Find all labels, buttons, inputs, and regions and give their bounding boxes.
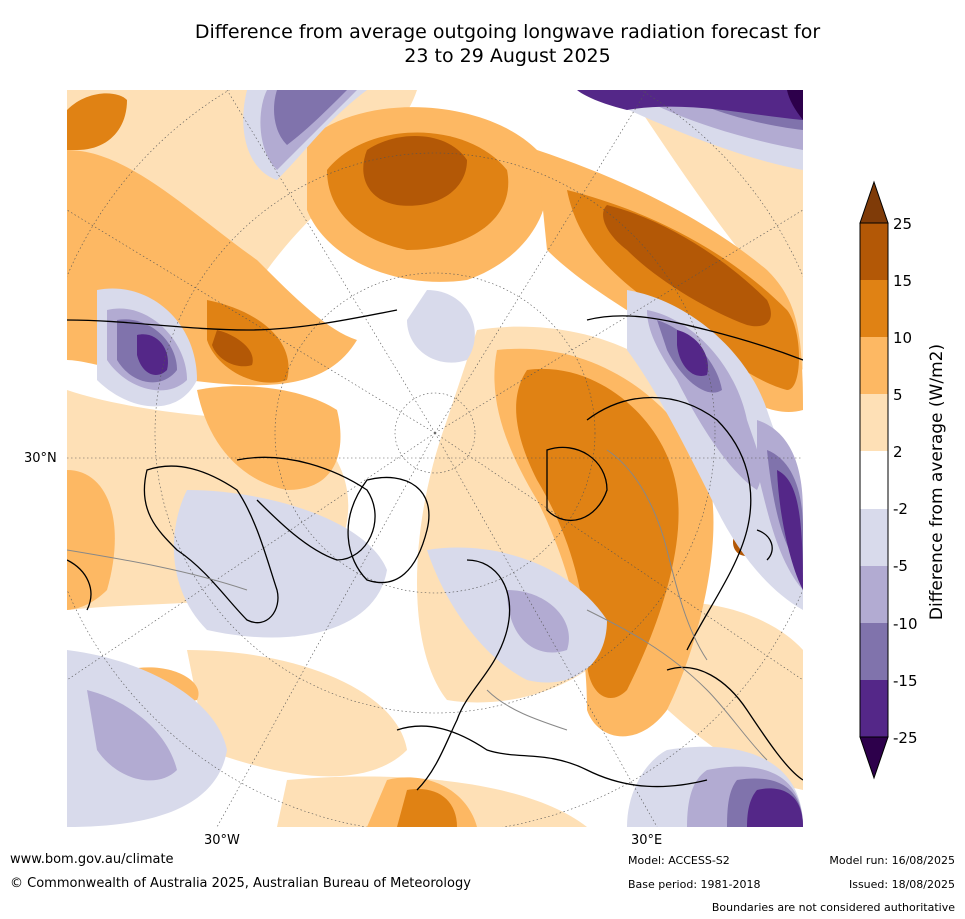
colorbar-tick-neg10: -10 <box>893 615 918 633</box>
title-line-1: Difference from average outgoing longwav… <box>194 21 821 43</box>
colorbar-label: Difference from average (W/m2) <box>927 343 947 621</box>
colorbar-tick-15: 15 <box>893 272 913 290</box>
colorbar-band-above-25 <box>859 180 889 224</box>
lon-label-30w: 30°W <box>204 833 240 848</box>
polar-anomaly-map <box>67 90 803 827</box>
footer-model: Model: ACCESS-S2 <box>628 854 730 867</box>
country-borders <box>67 449 768 761</box>
colorbar <box>859 180 889 780</box>
title-line-2: 23 to 29 August 2025 <box>404 45 611 67</box>
colorbar-band-5-10 <box>860 337 888 394</box>
colorbar-band-neg2-2 <box>860 451 888 509</box>
colorbar-tick-neg15: -15 <box>893 672 918 690</box>
anomaly-neg15-neg25-areas <box>137 90 803 827</box>
colorbar-band-15-25 <box>860 223 888 280</box>
colorbar-tick-neg5: -5 <box>893 557 908 575</box>
colorbar-tick-neg25: -25 <box>893 729 918 747</box>
colorbar-band-below-neg25 <box>859 736 889 780</box>
colorbar-band-neg15-neg10 <box>860 623 888 680</box>
colorbar-tick-2: 2 <box>893 443 903 461</box>
colorbar-band-2-5 <box>860 394 888 451</box>
chart-title: Difference from average outgoing longwav… <box>60 20 955 68</box>
colorbar-band-neg5-neg2 <box>860 509 888 566</box>
colorbar-tick-5: 5 <box>893 386 903 404</box>
colorbar-band-neg10-neg5 <box>860 566 888 623</box>
footer-url: www.bom.gov.au/climate <box>10 852 174 867</box>
colorbar-tick-neg2: -2 <box>893 500 908 518</box>
colorbar-tick-25: 25 <box>893 215 913 233</box>
footer-copyright: © Commonwealth of Australia 2025, Austra… <box>10 876 471 891</box>
colorbar-tick-10: 10 <box>893 329 913 347</box>
footer-model-run: Model run: 16/08/2025 <box>829 854 955 867</box>
colorbar-band-neg25-neg15 <box>860 680 888 737</box>
coastlines <box>67 309 803 791</box>
lat-label-30n: 30°N <box>24 451 57 466</box>
footer-disclaimer: Boundaries are not considered authoritat… <box>711 901 955 914</box>
graticule-lines <box>67 90 803 827</box>
footer-base-period: Base period: 1981-2018 <box>628 878 761 891</box>
colorbar-band-10-15 <box>860 280 888 337</box>
map-field <box>67 90 803 827</box>
footer-issued: Issued: 18/08/2025 <box>848 878 955 891</box>
lon-label-30e: 30°E <box>631 833 663 848</box>
